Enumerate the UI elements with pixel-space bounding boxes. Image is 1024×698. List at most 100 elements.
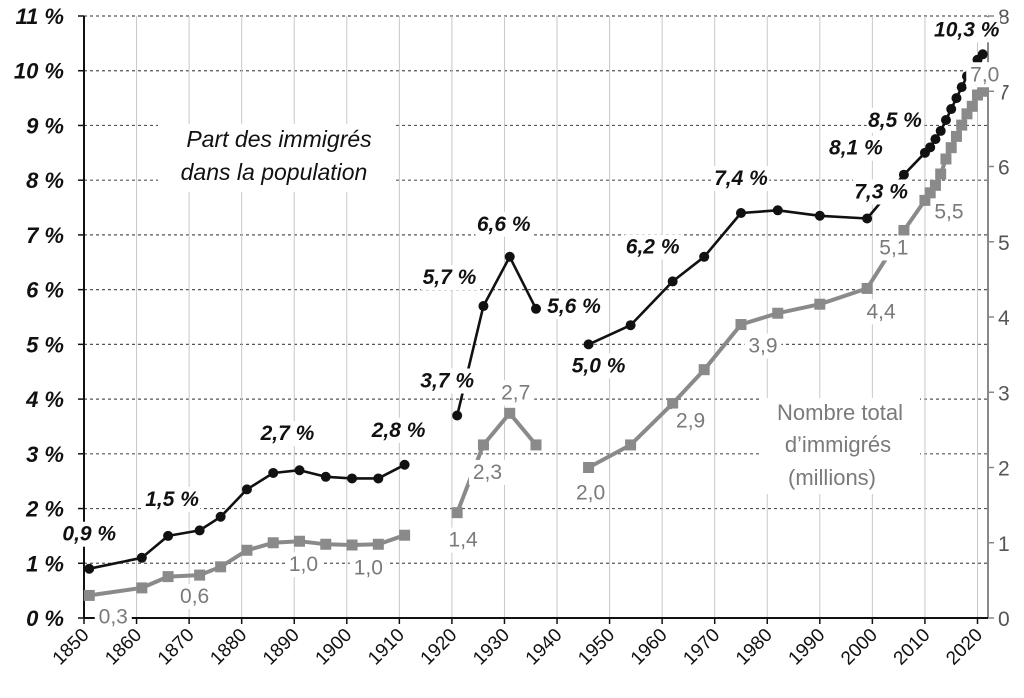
annotation-black-background: [158, 124, 394, 192]
series-point-1: [945, 142, 957, 154]
series-point-1: [241, 544, 253, 556]
series-point-0: [84, 563, 95, 574]
series-point-0: [531, 303, 541, 314]
data-label: 5,1: [879, 236, 908, 259]
data-label: 1,5 %: [145, 488, 199, 511]
series-point-1: [956, 119, 968, 131]
x-tick-label: 1860: [101, 625, 146, 670]
data-label: 3,9: [748, 335, 777, 358]
data-label-bg: [370, 417, 427, 443]
data-label-bg: [497, 380, 535, 406]
data-label: 1,4: [449, 529, 479, 552]
y-right-tick-label: 3: [998, 382, 1010, 405]
series-point-1: [399, 529, 411, 541]
series-point-1: [772, 307, 784, 319]
series-point-0: [940, 114, 951, 125]
series-point-0: [814, 210, 825, 221]
y-right-tick-label: 2: [998, 458, 1010, 481]
data-label-bg: [672, 408, 710, 434]
y-left-tick-label: 5 %: [26, 332, 64, 357]
series-point-0: [373, 473, 384, 484]
data-label-bg: [284, 552, 322, 578]
series-point-0: [136, 552, 147, 563]
data-label-bg: [444, 527, 482, 553]
series-point-1: [372, 538, 384, 550]
series-point-1: [940, 153, 952, 165]
data-label-bg: [545, 293, 603, 319]
series-point-1: [530, 439, 542, 451]
y-left-tick-label: 0 %: [26, 606, 64, 631]
data-label: 5,6 %: [547, 295, 601, 318]
data-label-bg: [875, 235, 913, 261]
data-label-bg: [624, 234, 681, 260]
series-point-0: [215, 511, 226, 522]
data-label-bg: [866, 107, 924, 133]
data-label-bg: [259, 421, 316, 447]
data-label: 3,7 %: [420, 370, 474, 393]
x-tick-label: 1920: [417, 625, 462, 670]
series-point-0: [935, 125, 946, 136]
series-point-0: [735, 208, 746, 219]
series-point-1: [320, 538, 332, 550]
data-label: 2,7: [501, 381, 530, 404]
series-point-1: [83, 589, 95, 601]
series-point-0: [625, 320, 636, 331]
series-point-1: [929, 179, 941, 191]
series-point-0: [452, 410, 463, 421]
data-label: 10,3 %: [934, 18, 1000, 41]
data-label-bg: [930, 199, 968, 225]
data-label: 2,8 %: [371, 419, 426, 442]
series-point-1: [194, 569, 206, 581]
data-label-bg: [933, 17, 1001, 43]
data-label: 4,4: [867, 300, 897, 323]
y-right-ticks: 0 1 2 3 4 5 6 7 8: [988, 6, 1010, 631]
series-point-0: [347, 473, 358, 484]
data-label-bg: [827, 135, 885, 161]
y-left-tick-label: 1 %: [26, 551, 64, 576]
series-point-0: [241, 484, 252, 495]
series-point-0: [699, 251, 710, 262]
series-point-1: [861, 282, 873, 294]
series-group: [83, 49, 989, 601]
data-label: 7,3 %: [854, 180, 908, 203]
data-labels: 0,9 % 1,5 % 2,7 % 2,8 % 3,7 % 5,7 % 6,6 % 5,6 %…: [61, 17, 1004, 630]
data-label-bg: [966, 62, 1004, 88]
x-tick-label: 1940: [522, 625, 567, 670]
data-label-bg: [570, 353, 627, 379]
data-label: 5,7 %: [423, 266, 477, 289]
x-tick-label: 1880: [206, 625, 251, 670]
series-point-1: [215, 561, 227, 573]
series-point-0: [194, 525, 205, 536]
series-point-0: [946, 104, 957, 115]
series-point-1: [293, 535, 305, 547]
data-label-bg: [418, 368, 476, 394]
series-point-1: [961, 108, 973, 120]
x-tick-label: 2010: [890, 625, 935, 670]
x-tick-label: 1960: [627, 625, 672, 670]
x-tick-label: 1930: [469, 625, 514, 670]
data-label-bg: [475, 211, 532, 237]
axes: [83, 16, 989, 619]
x-tick-label: 1900: [312, 625, 357, 670]
data-label: 2,0: [576, 482, 605, 505]
series-point-0: [925, 142, 936, 153]
x-tick-label: 1910: [364, 625, 409, 670]
x-tick-label: 1890: [259, 625, 304, 670]
y-left-tick-label: 6 %: [26, 278, 64, 303]
series-point-0: [930, 134, 941, 145]
data-label-bg: [572, 480, 610, 506]
x-tick-label: 1950: [574, 625, 619, 670]
series-point-1: [346, 539, 358, 551]
series-point-1: [477, 439, 489, 451]
series-point-0: [951, 93, 962, 104]
data-label: 7,0: [970, 63, 999, 86]
data-label-bg: [468, 459, 506, 485]
series-point-1: [625, 439, 637, 451]
series-point-1: [814, 298, 826, 310]
y-left-tick-label: 10 %: [14, 59, 64, 84]
series-point-1: [735, 319, 747, 331]
y-left-ticks: 0 % 1 % 2 % 3 % 4 % 5 % 6 % 7 % 8 % 9 % 10 % 11 %: [14, 4, 84, 631]
series-line-0: [455, 255, 538, 416]
series-point-1: [583, 462, 595, 473]
